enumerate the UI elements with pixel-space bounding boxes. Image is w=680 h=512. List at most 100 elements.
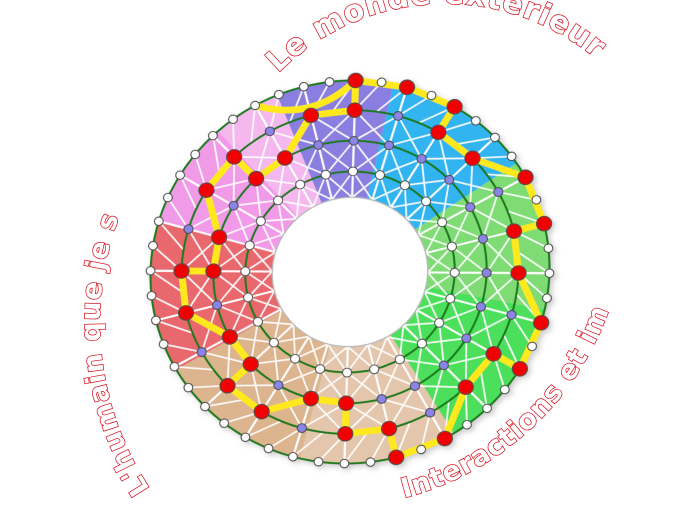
node-ring3[interactable] bbox=[493, 187, 504, 198]
node-red[interactable] bbox=[172, 262, 190, 280]
node-ring4[interactable] bbox=[416, 444, 427, 455]
node-red[interactable] bbox=[336, 425, 354, 443]
node-red[interactable] bbox=[302, 390, 320, 408]
node-red[interactable] bbox=[225, 148, 243, 166]
yellow-route[interactable] bbox=[141, 45, 590, 499]
node-ring1[interactable] bbox=[252, 316, 264, 327]
node-ring1[interactable] bbox=[445, 293, 456, 304]
node-ring4[interactable] bbox=[273, 89, 285, 100]
node-ring2[interactable] bbox=[273, 380, 284, 391]
node-ring4[interactable] bbox=[158, 339, 169, 349]
node-red[interactable] bbox=[346, 72, 364, 90]
node-ring3[interactable] bbox=[183, 224, 194, 235]
node-ring1[interactable] bbox=[244, 240, 255, 251]
node-ring4[interactable] bbox=[228, 114, 239, 125]
node-red[interactable] bbox=[221, 328, 239, 346]
node-ring2[interactable] bbox=[481, 267, 492, 278]
node-ring1[interactable] bbox=[255, 216, 266, 227]
node-ring4[interactable] bbox=[162, 192, 174, 203]
node-red[interactable] bbox=[484, 345, 502, 363]
node-red[interactable] bbox=[387, 448, 405, 466]
node-ring1[interactable] bbox=[347, 166, 359, 177]
node-ring4[interactable] bbox=[240, 432, 251, 442]
sector-tan[interactable] bbox=[168, 301, 355, 482]
node-red[interactable] bbox=[429, 123, 447, 141]
node-ring2[interactable] bbox=[444, 174, 455, 185]
node-ring1[interactable] bbox=[272, 195, 284, 206]
node-ring2[interactable] bbox=[438, 360, 450, 371]
node-red[interactable] bbox=[253, 403, 271, 421]
node-ring3[interactable] bbox=[264, 126, 275, 137]
node-ring4[interactable] bbox=[148, 241, 159, 251]
node-ring4[interactable] bbox=[527, 341, 538, 352]
node-ring2[interactable] bbox=[477, 233, 489, 244]
node-ring4[interactable] bbox=[190, 149, 201, 160]
yellow-arc-accent[interactable] bbox=[251, 77, 360, 119]
node-ring4[interactable] bbox=[153, 216, 165, 226]
node-red[interactable] bbox=[210, 228, 228, 246]
node-ring4[interactable] bbox=[263, 443, 274, 454]
node-ring4[interactable] bbox=[426, 90, 437, 101]
node-ring2[interactable] bbox=[313, 140, 324, 151]
node-red[interactable] bbox=[302, 107, 320, 125]
node-ring2[interactable] bbox=[211, 300, 223, 311]
node-ring1[interactable] bbox=[369, 364, 380, 375]
node-red[interactable] bbox=[197, 181, 215, 199]
node-ring4[interactable] bbox=[169, 361, 180, 372]
node-ring4[interactable] bbox=[200, 401, 211, 412]
node-ring4[interactable] bbox=[339, 458, 350, 469]
node-ring4[interactable] bbox=[146, 291, 157, 301]
node-red[interactable] bbox=[457, 378, 475, 396]
node-ring1[interactable] bbox=[449, 267, 460, 278]
node-ring2[interactable] bbox=[348, 135, 359, 146]
node-ring4[interactable] bbox=[250, 100, 261, 111]
node-ring2[interactable] bbox=[376, 394, 387, 405]
node-ring4[interactable] bbox=[544, 268, 555, 278]
node-ring4[interactable] bbox=[145, 266, 156, 276]
node-ring4[interactable] bbox=[376, 77, 387, 88]
node-red[interactable] bbox=[516, 168, 534, 186]
node-red[interactable] bbox=[532, 314, 550, 332]
node-red[interactable] bbox=[505, 222, 523, 240]
node-red[interactable] bbox=[177, 304, 195, 322]
node-ring2[interactable] bbox=[228, 200, 239, 211]
node-ring4[interactable] bbox=[183, 382, 194, 393]
node-red[interactable] bbox=[380, 420, 398, 438]
node-ring4[interactable] bbox=[324, 77, 335, 87]
node-ring4[interactable] bbox=[542, 293, 553, 303]
node-ring4[interactable] bbox=[288, 451, 299, 462]
node-ring2[interactable] bbox=[475, 301, 487, 312]
node-ring4[interactable] bbox=[175, 170, 186, 180]
node-ring4[interactable] bbox=[313, 456, 324, 467]
node-ring3[interactable] bbox=[196, 347, 207, 358]
node-ring4[interactable] bbox=[543, 243, 554, 253]
node-ring4[interactable] bbox=[219, 418, 230, 428]
node-red[interactable] bbox=[463, 149, 481, 167]
node-ring4[interactable] bbox=[506, 151, 517, 162]
node-layer[interactable] bbox=[104, 32, 599, 512]
node-ring2[interactable] bbox=[461, 333, 472, 344]
node-red[interactable] bbox=[535, 215, 553, 233]
node-ring3[interactable] bbox=[296, 423, 307, 434]
node-ring1[interactable] bbox=[320, 169, 331, 180]
node-red[interactable] bbox=[247, 170, 265, 188]
node-ring4[interactable] bbox=[365, 457, 376, 467]
node-ring2[interactable] bbox=[409, 381, 421, 392]
node-red[interactable] bbox=[509, 264, 527, 282]
node-ring4[interactable] bbox=[490, 132, 501, 143]
node-ring3[interactable] bbox=[506, 309, 517, 321]
node-ring4[interactable] bbox=[531, 195, 542, 205]
node-red[interactable] bbox=[398, 78, 416, 96]
node-red[interactable] bbox=[511, 360, 529, 378]
node-ring1[interactable] bbox=[240, 266, 251, 277]
node-ring1[interactable] bbox=[374, 170, 386, 181]
node-ring4[interactable] bbox=[208, 130, 219, 141]
node-ring1[interactable] bbox=[341, 367, 353, 378]
node-ring4[interactable] bbox=[298, 81, 310, 92]
node-red[interactable] bbox=[218, 377, 236, 395]
highlighted-path[interactable] bbox=[141, 45, 590, 499]
node-ring4[interactable] bbox=[151, 315, 162, 326]
node-ring4[interactable] bbox=[470, 116, 482, 126]
node-red[interactable] bbox=[445, 98, 463, 116]
node-ring1[interactable] bbox=[289, 353, 301, 364]
